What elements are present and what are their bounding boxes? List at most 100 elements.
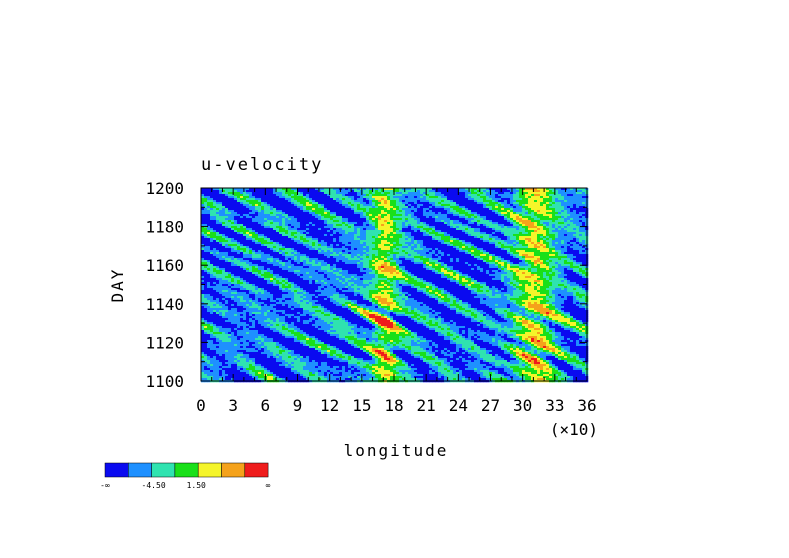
heatmap-cell bbox=[378, 250, 382, 253]
heatmap-cell bbox=[243, 220, 247, 223]
heatmap-cell bbox=[495, 188, 499, 191]
heatmap-cell bbox=[468, 250, 472, 253]
heatmap-cell bbox=[336, 254, 340, 257]
heatmap-cell bbox=[564, 222, 568, 225]
heatmap-cell bbox=[246, 200, 250, 203]
heatmap-cell bbox=[576, 224, 580, 227]
heatmap-cell bbox=[465, 240, 469, 243]
heatmap-cell bbox=[402, 188, 406, 191]
heatmap-cell bbox=[213, 212, 217, 215]
heatmap-cell bbox=[402, 238, 406, 241]
heatmap-cell bbox=[486, 242, 490, 245]
heatmap-cell bbox=[537, 232, 541, 235]
heatmap-cell bbox=[213, 240, 217, 243]
heatmap-cell bbox=[495, 234, 499, 237]
heatmap-cell bbox=[360, 230, 364, 233]
heatmap-cell bbox=[330, 218, 334, 221]
heatmap-cell bbox=[402, 234, 406, 237]
heatmap-cell bbox=[429, 192, 433, 195]
heatmap-cell bbox=[354, 200, 358, 203]
heatmap-cell bbox=[273, 190, 277, 193]
heatmap-cell bbox=[258, 260, 262, 263]
heatmap-cell bbox=[369, 238, 373, 241]
heatmap-cell bbox=[525, 226, 529, 229]
heatmap-cell bbox=[396, 206, 400, 209]
heatmap-cell bbox=[513, 230, 517, 233]
heatmap-cell bbox=[372, 224, 376, 227]
heatmap-cell bbox=[354, 212, 358, 215]
heatmap-cell bbox=[393, 234, 397, 237]
heatmap-cell bbox=[399, 200, 403, 203]
heatmap-cell bbox=[390, 262, 394, 265]
heatmap-cell bbox=[405, 190, 409, 193]
heatmap-cell bbox=[354, 220, 358, 223]
heatmap-cell bbox=[393, 190, 397, 193]
heatmap-cell bbox=[318, 194, 322, 197]
heatmap-cell bbox=[531, 236, 535, 239]
heatmap-cell bbox=[249, 260, 253, 263]
heatmap-cell bbox=[546, 232, 550, 235]
heatmap-cell bbox=[516, 260, 520, 263]
heatmap-cell bbox=[417, 226, 421, 229]
heatmap-cell bbox=[321, 202, 325, 205]
heatmap-cell bbox=[237, 236, 241, 239]
heatmap-cell bbox=[381, 230, 385, 233]
heatmap-cell bbox=[324, 188, 328, 191]
heatmap-cell bbox=[330, 224, 334, 227]
heatmap-cell bbox=[504, 228, 508, 231]
heatmap-cell bbox=[357, 216, 361, 219]
heatmap-cell bbox=[249, 252, 253, 255]
heatmap-cell bbox=[348, 212, 352, 215]
heatmap-cell bbox=[231, 210, 235, 213]
heatmap-cell bbox=[369, 248, 373, 251]
heatmap-cell bbox=[207, 248, 211, 251]
heatmap-cell bbox=[468, 230, 472, 233]
heatmap-cell bbox=[369, 240, 373, 243]
heatmap-cell bbox=[474, 214, 478, 217]
heatmap-cell bbox=[297, 192, 301, 195]
heatmap-cell bbox=[483, 190, 487, 193]
heatmap-cell bbox=[468, 208, 472, 211]
heatmap-cell bbox=[423, 210, 427, 213]
heatmap-cell bbox=[531, 200, 535, 203]
heatmap-cell bbox=[375, 254, 379, 257]
heatmap-cell bbox=[561, 242, 565, 245]
heatmap-cell bbox=[288, 206, 292, 209]
heatmap-cell bbox=[228, 230, 232, 233]
heatmap-cell bbox=[519, 258, 523, 261]
heatmap-cell bbox=[447, 238, 451, 241]
heatmap-cell bbox=[348, 200, 352, 203]
heatmap-cell bbox=[498, 198, 502, 201]
heatmap-cell bbox=[279, 248, 283, 251]
heatmap-cell bbox=[468, 192, 472, 195]
heatmap-cell bbox=[408, 218, 412, 221]
heatmap-cell bbox=[369, 262, 373, 265]
heatmap-cell bbox=[375, 214, 379, 217]
heatmap-cell bbox=[222, 194, 226, 197]
heatmap-cell bbox=[369, 214, 373, 217]
heatmap-cell bbox=[561, 194, 565, 197]
heatmap-cell bbox=[357, 256, 361, 259]
heatmap-cell bbox=[570, 194, 574, 197]
heatmap-cell bbox=[504, 206, 508, 209]
heatmap-cell bbox=[393, 236, 397, 239]
heatmap-cell bbox=[432, 212, 436, 215]
heatmap-cell bbox=[276, 202, 280, 205]
heatmap-cell bbox=[204, 260, 208, 263]
heatmap-cell bbox=[354, 210, 358, 213]
heatmap-cell bbox=[231, 194, 235, 197]
heatmap-cell bbox=[252, 224, 256, 227]
heatmap-cell bbox=[228, 208, 232, 211]
heatmap-cell bbox=[420, 228, 424, 231]
heatmap-cell bbox=[237, 264, 241, 267]
heatmap-cell bbox=[207, 208, 211, 211]
heatmap-cell bbox=[399, 208, 403, 211]
heatmap-cell bbox=[369, 206, 373, 209]
heatmap-cell bbox=[570, 250, 574, 253]
heatmap-cell bbox=[291, 214, 295, 217]
heatmap-cell bbox=[204, 212, 208, 215]
heatmap-cell bbox=[210, 256, 214, 259]
heatmap-cell bbox=[531, 256, 535, 259]
heatmap-cell bbox=[429, 232, 433, 235]
heatmap-cell bbox=[387, 228, 391, 231]
